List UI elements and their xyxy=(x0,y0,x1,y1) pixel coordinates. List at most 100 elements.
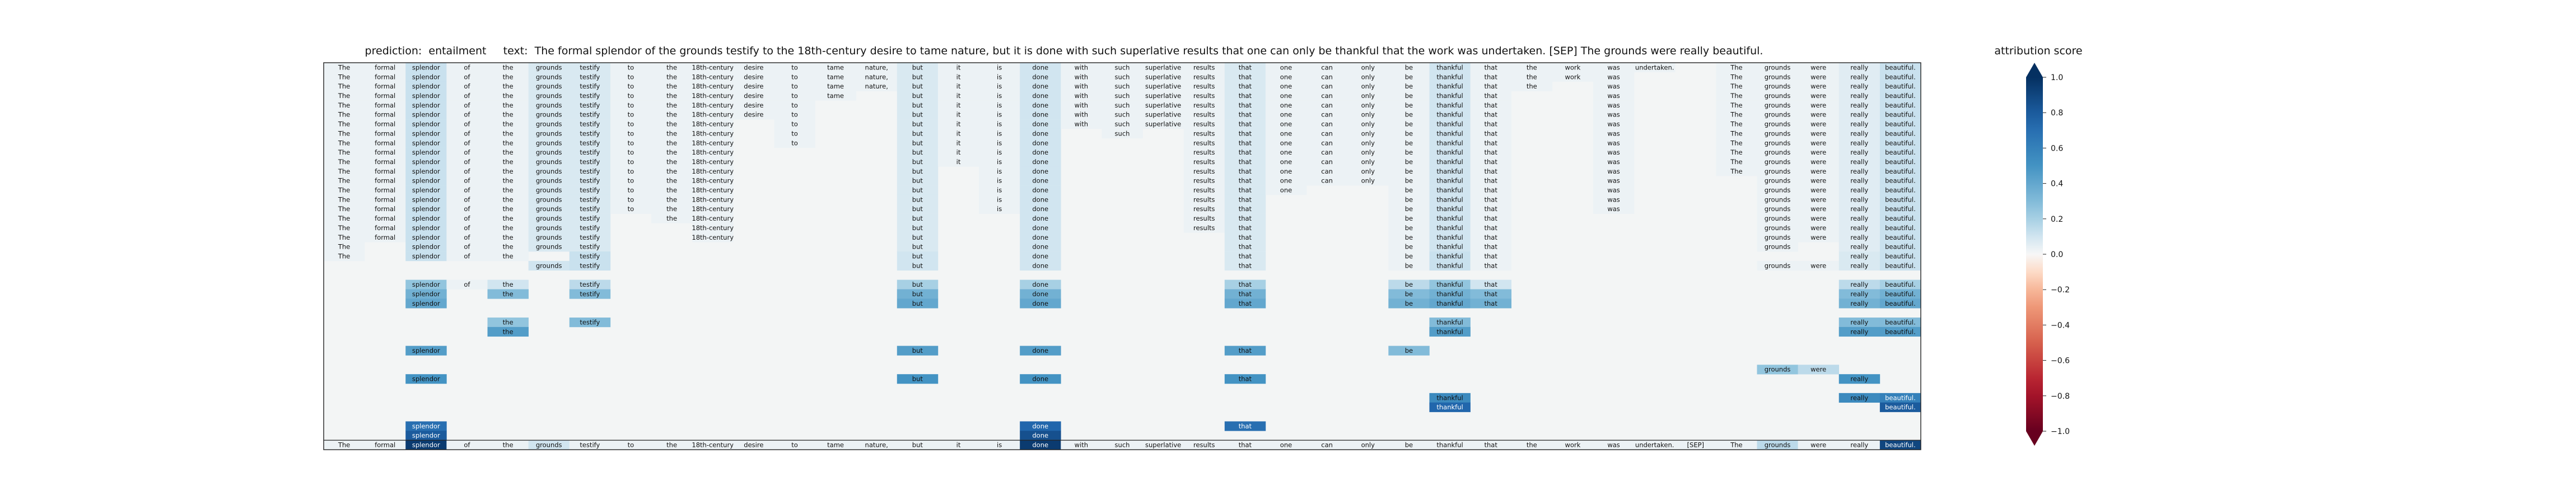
token-label: beautiful. xyxy=(1885,262,1916,269)
heatmap-cell xyxy=(487,318,529,328)
heatmap-cell xyxy=(1020,63,1061,73)
heatmap-cell xyxy=(1183,100,1225,110)
token-label: results xyxy=(1193,139,1215,147)
heatmap-cell xyxy=(1634,440,1676,450)
token-label: superlative xyxy=(1145,82,1181,90)
heatmap-cell xyxy=(1798,365,1840,375)
heatmap-cell xyxy=(1757,100,1798,110)
heatmap-cell xyxy=(651,194,693,205)
token-label: grounds xyxy=(1765,366,1791,374)
heatmap-cell xyxy=(1593,194,1635,205)
heatmap-cell xyxy=(487,326,529,337)
heatmap-cell xyxy=(979,440,1020,450)
heatmap-cell xyxy=(365,204,406,214)
heatmap-cell xyxy=(324,232,365,242)
token-label: be xyxy=(1405,205,1413,213)
heatmap-cell xyxy=(1265,157,1307,167)
heatmap-cell xyxy=(1306,119,1348,129)
heatmap-cell xyxy=(1429,176,1471,186)
token-label: the xyxy=(666,205,677,213)
heatmap-cell xyxy=(528,63,570,73)
token-label: one xyxy=(1280,186,1292,194)
heatmap-cell xyxy=(1265,138,1307,148)
heatmap-cell xyxy=(324,128,365,139)
heatmap-cell xyxy=(1879,72,1921,82)
heatmap-cell xyxy=(1879,279,1921,290)
token-label: was xyxy=(1607,177,1620,185)
heatmap-cell xyxy=(1183,157,1225,167)
heatmap-cell xyxy=(1102,72,1143,82)
heatmap-cell xyxy=(446,194,488,205)
heatmap-cell xyxy=(1838,147,1880,157)
token-label: results xyxy=(1193,73,1215,81)
token-label: beautiful. xyxy=(1885,214,1916,222)
heatmap-cell xyxy=(1306,91,1348,101)
heatmap-cell xyxy=(1879,100,1921,110)
heatmap-cell xyxy=(1716,81,1757,91)
heatmap-cell xyxy=(1429,393,1471,403)
heatmap-cell xyxy=(1020,421,1061,431)
heatmap-cell xyxy=(937,81,979,91)
token-label: formal xyxy=(375,148,395,156)
heatmap-cell xyxy=(487,440,529,450)
heatmap-cell xyxy=(569,91,611,101)
token-label: superlative xyxy=(1145,63,1181,71)
token-label: thankful xyxy=(1436,92,1463,100)
token-label: that xyxy=(1239,300,1252,307)
heatmap-cell xyxy=(1020,204,1061,214)
token-label: is xyxy=(997,120,1002,128)
token-label: tame xyxy=(827,63,844,71)
token-label: is xyxy=(997,111,1002,119)
heatmap-cell xyxy=(1838,242,1880,252)
token-label: desire xyxy=(744,441,763,449)
token-label: thankful xyxy=(1436,205,1463,213)
token-label: the xyxy=(503,243,514,251)
heatmap-cell xyxy=(1838,157,1880,167)
token-label: beautiful. xyxy=(1885,300,1916,307)
heatmap-cell xyxy=(1347,119,1389,129)
heatmap-cell xyxy=(610,176,652,186)
token-label: really xyxy=(1850,139,1868,147)
heatmap-cell xyxy=(1470,194,1512,205)
token-label: is xyxy=(997,82,1002,90)
heatmap-cell xyxy=(1757,232,1798,242)
heatmap-row: thankful really beautiful. xyxy=(1429,393,1921,403)
heatmap-cell xyxy=(897,194,939,205)
heatmap-cell xyxy=(1306,63,1348,73)
token-label: the xyxy=(503,63,514,71)
heatmap-cell xyxy=(405,194,447,205)
heatmap-row: the thankful really beautiful. xyxy=(487,326,1921,337)
token-label: done xyxy=(1032,243,1048,251)
heatmap-cell xyxy=(692,185,734,195)
heatmap-cell xyxy=(1265,81,1307,91)
heatmap-cell xyxy=(528,232,570,242)
token-label: thankful xyxy=(1436,120,1463,128)
heatmap-cell xyxy=(979,119,1020,129)
token-label: thankful xyxy=(1436,167,1463,175)
token-label: 18th-century xyxy=(692,129,734,137)
token-label: that xyxy=(1239,82,1252,90)
token-label: done xyxy=(1032,262,1048,269)
heatmap-cell xyxy=(1183,63,1225,73)
heatmap-cell xyxy=(1224,147,1266,157)
token-label: the xyxy=(1527,63,1537,71)
heatmap-cell xyxy=(487,128,529,139)
token-label: it xyxy=(956,111,961,119)
heatmap-cell xyxy=(1798,260,1840,271)
token-label: thankful xyxy=(1436,73,1463,81)
token-label: formal xyxy=(375,139,395,147)
token-label: be xyxy=(1405,120,1413,128)
token-label: The xyxy=(1730,139,1742,147)
heatmap-cell xyxy=(487,100,529,110)
heatmap-cell xyxy=(1838,326,1880,337)
heatmap-cell xyxy=(324,138,365,148)
token-label: to xyxy=(628,139,634,147)
heatmap-cell xyxy=(1470,176,1512,186)
heatmap-cell xyxy=(1798,223,1840,233)
heatmap-cell xyxy=(324,213,365,223)
token-label: 18th-century xyxy=(692,63,734,71)
token-label: done xyxy=(1032,120,1048,128)
heatmap-cell xyxy=(1757,157,1798,167)
token-label: of xyxy=(464,281,470,288)
heatmap-cell xyxy=(1183,72,1225,82)
